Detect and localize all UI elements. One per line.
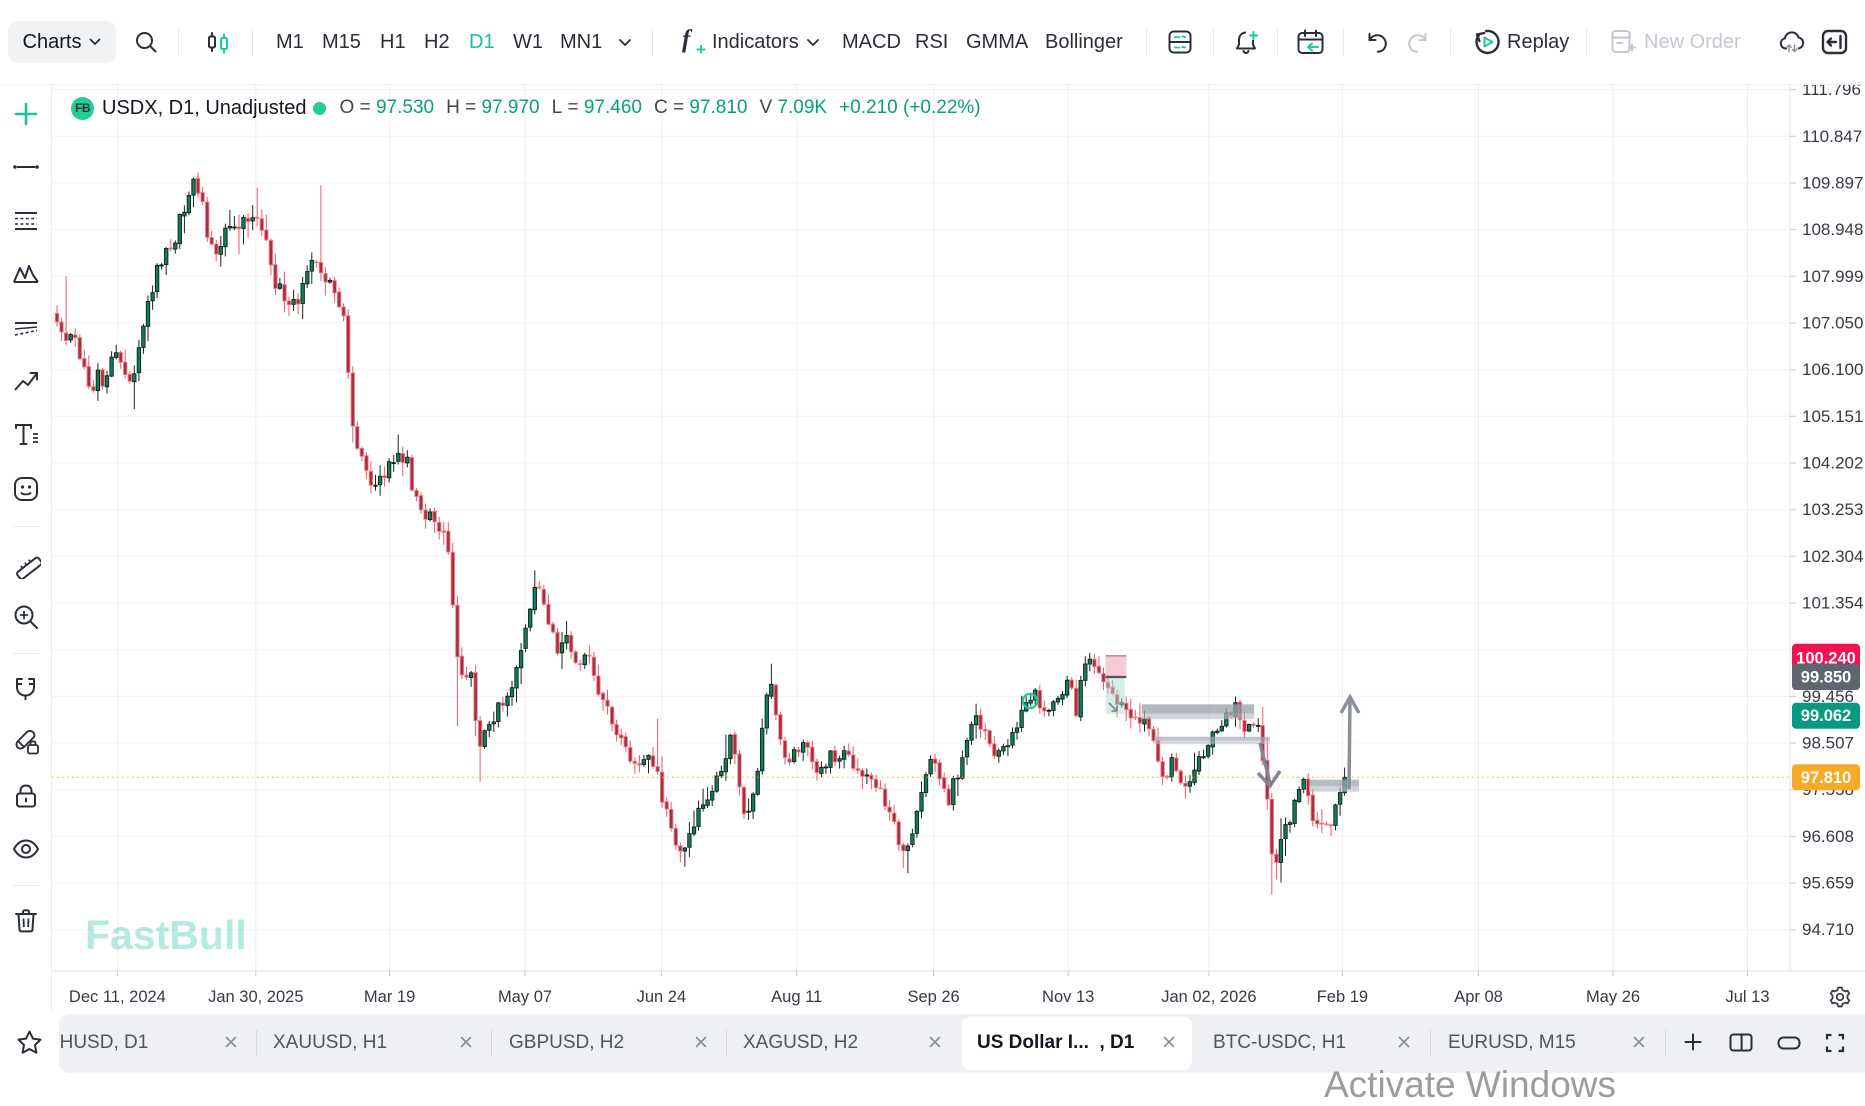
svg-text:Jul 13: Jul 13 bbox=[1725, 988, 1769, 1006]
svg-text:Mar 19: Mar 19 bbox=[364, 988, 415, 1006]
svg-text:99.850: 99.850 bbox=[1801, 669, 1851, 687]
svg-text:102.304: 102.304 bbox=[1802, 547, 1863, 566]
svg-text:104.202: 104.202 bbox=[1802, 454, 1863, 473]
svg-text:96.608: 96.608 bbox=[1802, 827, 1854, 846]
svg-text:94.710: 94.710 bbox=[1802, 920, 1854, 939]
svg-text:106.100: 106.100 bbox=[1802, 360, 1863, 379]
svg-text:Apr 08: Apr 08 bbox=[1454, 988, 1503, 1006]
svg-text:107.999: 107.999 bbox=[1802, 267, 1863, 286]
svg-text:Feb 19: Feb 19 bbox=[1317, 988, 1368, 1006]
svg-text:May 07: May 07 bbox=[498, 988, 552, 1006]
svg-text:101.354: 101.354 bbox=[1802, 594, 1863, 613]
svg-text:107.050: 107.050 bbox=[1802, 314, 1863, 333]
svg-text:99.062: 99.062 bbox=[1801, 707, 1851, 725]
svg-text:103.253: 103.253 bbox=[1802, 500, 1863, 519]
svg-text:Nov 13: Nov 13 bbox=[1042, 988, 1094, 1006]
svg-text:110.847: 110.847 bbox=[1802, 127, 1862, 146]
svg-text:Jun 24: Jun 24 bbox=[637, 988, 687, 1006]
svg-text:100.240: 100.240 bbox=[1796, 649, 1856, 667]
svg-text:Aug 11: Aug 11 bbox=[771, 988, 822, 1006]
svg-text:May 26: May 26 bbox=[1586, 988, 1640, 1006]
svg-text:Jan 30, 2025: Jan 30, 2025 bbox=[208, 988, 303, 1006]
svg-text:99.456: 99.456 bbox=[1802, 687, 1854, 706]
svg-text:108.948: 108.948 bbox=[1802, 220, 1863, 239]
svg-text:FastBull: FastBull bbox=[85, 912, 247, 958]
svg-text:95.659: 95.659 bbox=[1802, 874, 1854, 893]
svg-text:Sep 26: Sep 26 bbox=[907, 988, 959, 1006]
svg-text:97.810: 97.810 bbox=[1801, 769, 1851, 787]
svg-text:105.151: 105.151 bbox=[1802, 407, 1863, 426]
svg-text:109.897: 109.897 bbox=[1802, 174, 1863, 193]
svg-text:Jan 02, 2026: Jan 02, 2026 bbox=[1161, 988, 1256, 1006]
svg-text:111.796: 111.796 bbox=[1802, 85, 1861, 99]
svg-text:Dec 11, 2024: Dec 11, 2024 bbox=[69, 988, 166, 1006]
svg-text:98.507: 98.507 bbox=[1802, 734, 1854, 753]
